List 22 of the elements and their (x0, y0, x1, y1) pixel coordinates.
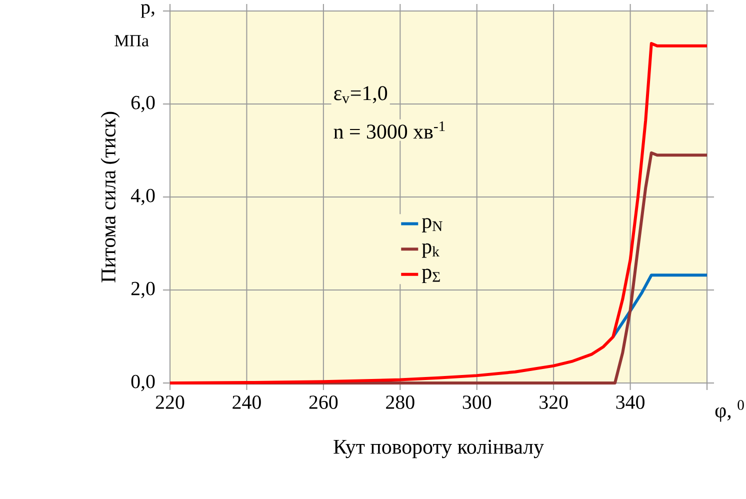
x-tick-label: 280 (386, 396, 414, 409)
x-tick-label: 220 (156, 396, 184, 409)
legend-label: p$_{N}$ (422, 218, 442, 232)
annotation: ε$_{v}$=1,0 (334, 86, 388, 104)
y-tick-label: p, (140, 4, 154, 18)
y-tick-label: 2,0 (131, 282, 155, 298)
x-tick-label: 300 (462, 396, 492, 409)
x-tick-label: 340 (616, 396, 644, 409)
text: φ, $^{0}$ (715, 400, 744, 422)
line-series (168, 42, 709, 384)
legend-label: p$_{Σ}$ (422, 268, 440, 284)
annotation: n = 3000 хв$^{-1}$ (334, 121, 445, 139)
y-axis-title: Питома сила (тиск) (100, 112, 120, 282)
text: МПа (114, 35, 149, 46)
legend-label: p$_{k}$ (422, 243, 440, 258)
y-tick-label: 0,0 (131, 374, 155, 392)
x-tick-label: 240 (232, 396, 261, 409)
x-tick-label: 320 (540, 396, 568, 409)
y-tick-label: 4,0 (130, 188, 155, 206)
x-tick-label: 260 (309, 396, 338, 409)
x-axis-title: Кут повороту колінвалу (334, 440, 544, 458)
y-tick-label: 6,0 (131, 96, 155, 112)
